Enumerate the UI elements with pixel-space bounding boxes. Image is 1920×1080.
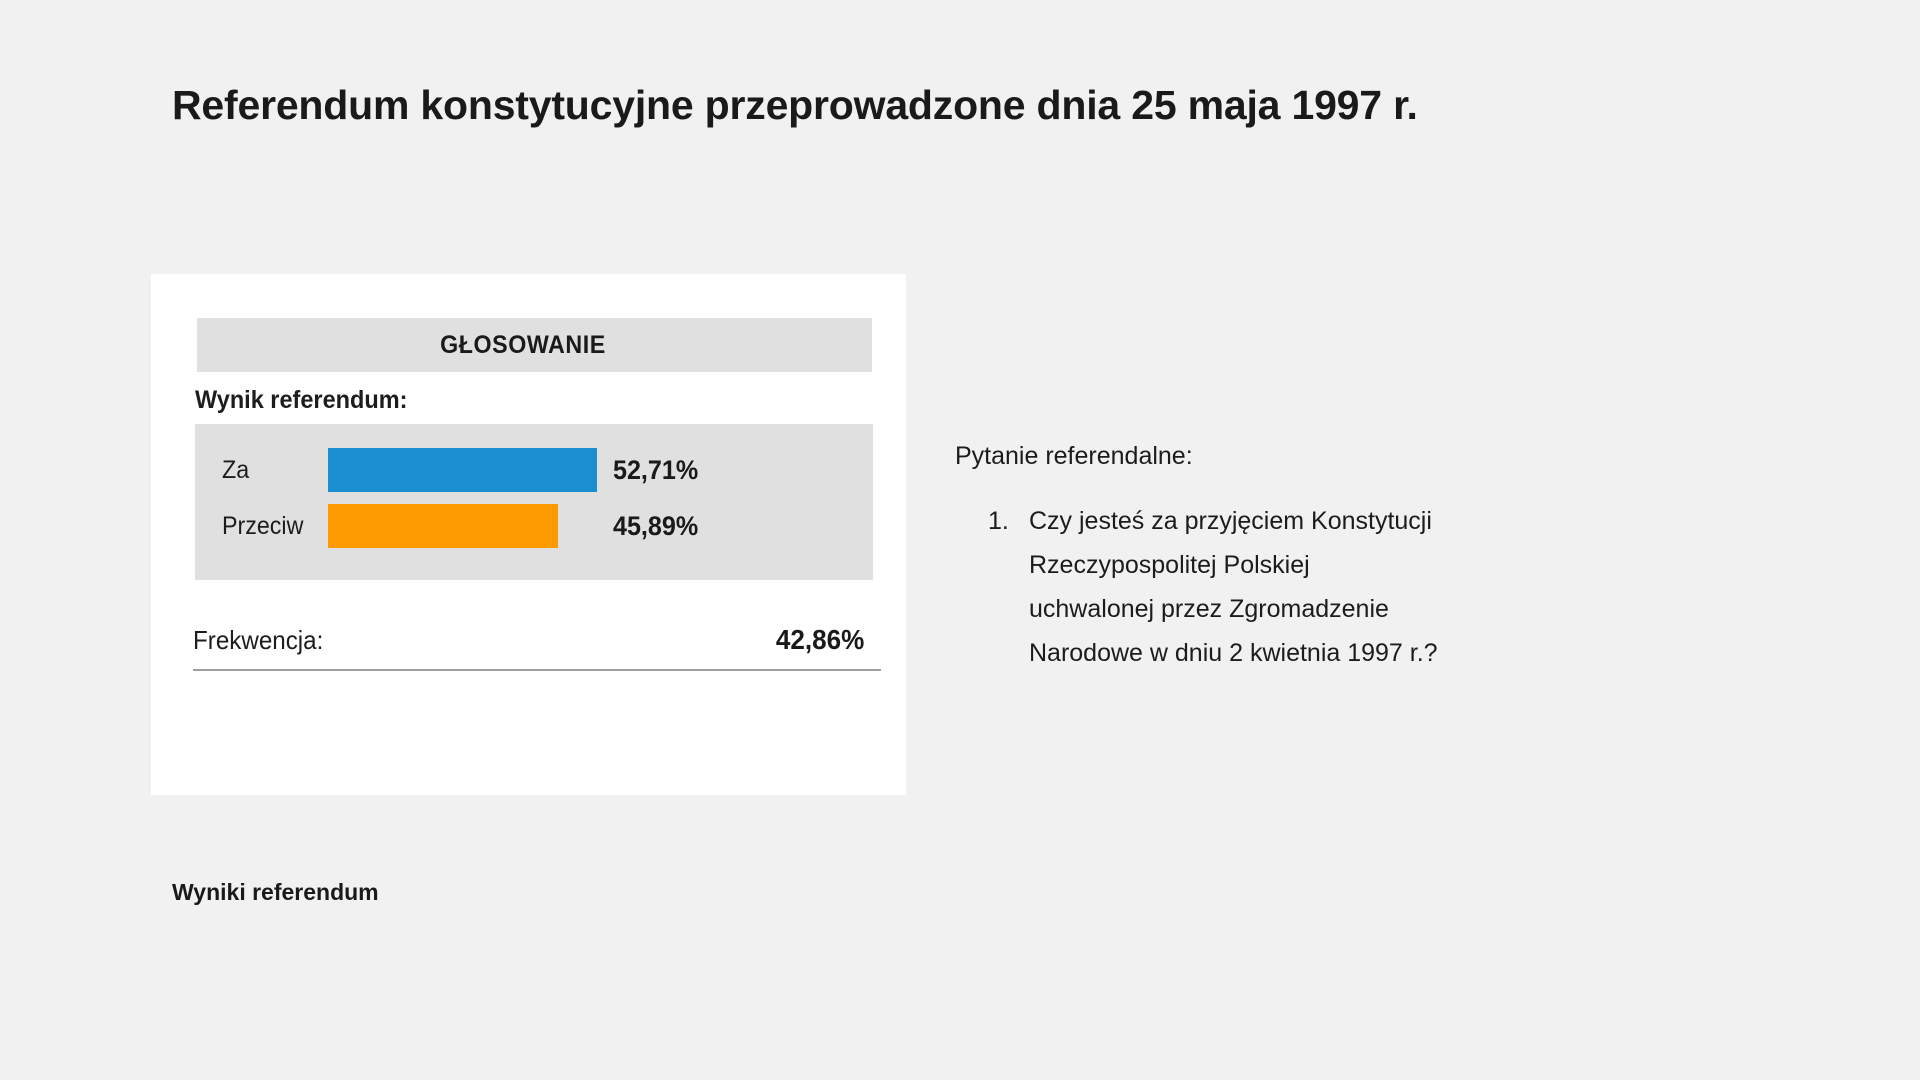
page-title: Referendum konstytucyjne przeprowadzone … [172,82,1418,128]
question-heading: Pytanie referendalne: [955,442,1193,470]
bar-chart-panel: Za 52,71% Przeciw 45,89% [195,424,873,580]
bar-fill-przeciw [328,504,558,548]
table-row: Za 52,71% [195,446,873,494]
question-number: 1. [988,506,1009,535]
bar-track-przeciw [328,504,558,548]
bar-track-za [328,448,597,492]
voting-header-band: GŁOSOWANIE [197,318,872,372]
list-item: 1. Czy jesteś za przyjęciem Konstytucji … [955,499,1575,675]
result-heading: Wynik referendum: [195,386,408,414]
bar-label-przeciw: Przeciw [222,511,304,540]
chart-caption: Wyniki referendum [172,879,379,905]
bar-label-za: Za [222,455,250,484]
bar-value-za: 52,71% [613,454,699,485]
turnout-label: Frekwencja: [193,624,324,655]
results-card: GŁOSOWANIE Wynik referendum: Za 52,71% P… [151,274,906,795]
turnout-row: Frekwencja: 42,86% [193,611,881,671]
turnout-value: 42,86% [775,624,865,655]
question-list: 1. Czy jesteś za przyjęciem Konstytucji … [955,499,1575,675]
question-block: Pytanie referendalne: 1. Czy jesteś za p… [955,440,1575,675]
bar-fill-za [328,448,597,492]
question-text: Czy jesteś za przyjęciem Konstytucji Rze… [1029,506,1438,667]
table-row: Przeciw 45,89% [195,502,873,550]
bar-value-przeciw: 45,89% [613,510,699,541]
voting-header-label: GŁOSOWANIE [440,330,607,359]
